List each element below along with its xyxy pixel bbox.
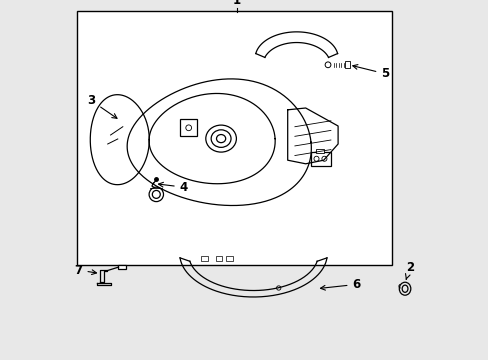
Text: 4: 4 <box>158 181 187 194</box>
FancyBboxPatch shape <box>180 119 197 136</box>
Bar <box>344 61 349 68</box>
Text: 3: 3 <box>87 94 117 118</box>
Text: 7: 7 <box>74 264 96 276</box>
Bar <box>118 265 126 269</box>
Text: 5: 5 <box>352 64 389 80</box>
Text: 6: 6 <box>320 278 360 291</box>
Bar <box>77 11 391 265</box>
Bar <box>316 149 324 153</box>
Bar <box>310 152 330 166</box>
Bar <box>226 256 232 261</box>
Text: 2: 2 <box>405 261 413 279</box>
Text: 1: 1 <box>232 0 240 7</box>
Bar <box>215 256 222 261</box>
Bar <box>201 256 207 261</box>
